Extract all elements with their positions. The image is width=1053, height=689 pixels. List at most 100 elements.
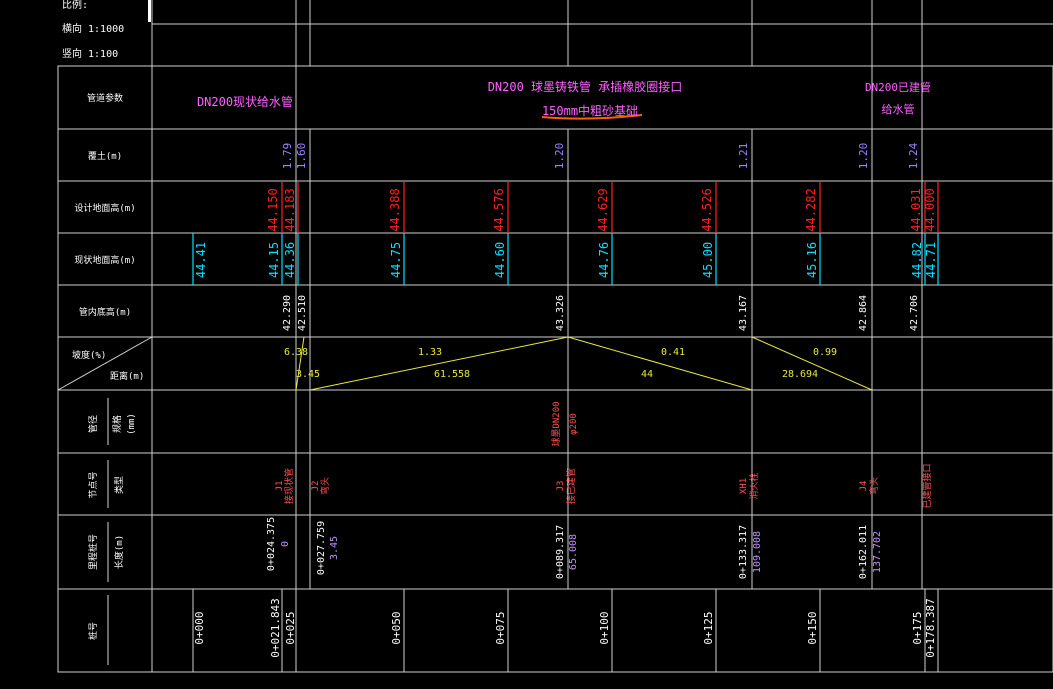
station-length: 109.008 xyxy=(752,531,763,573)
node-id: J3 xyxy=(556,481,566,492)
row-label-pipe-material: 管道参数 xyxy=(87,92,123,104)
station-length: 3.45 xyxy=(329,536,340,560)
node-type: 弯头 xyxy=(319,477,331,495)
segment-right-a: DN200已建管 xyxy=(865,80,931,94)
scale-horizontal: 横向 1:1000 xyxy=(62,22,124,35)
distance-value: 28.694 xyxy=(782,369,818,380)
node-id: XH1 xyxy=(739,478,749,494)
chainage-label: 0+178.387 xyxy=(924,598,937,658)
design-ground-ticks xyxy=(281,181,939,233)
segment-left: DN200现状给水管 xyxy=(197,94,293,109)
invert-value: 43.326 xyxy=(555,295,566,331)
existing-ground-value: 44.15 xyxy=(267,242,281,278)
design-ground-value: 44.526 xyxy=(700,188,714,231)
station-value: 0+027.759 xyxy=(316,521,327,575)
existing-ground-ticks xyxy=(192,233,939,285)
station-value: 0+162.011 xyxy=(858,525,869,579)
design-ground-value: 44.282 xyxy=(804,188,818,231)
chainage-label: 0+150 xyxy=(806,611,819,644)
station-value: 0+089.317 xyxy=(555,525,566,579)
design-ground-value: 44.150 xyxy=(266,188,280,231)
design-ground-value: 44.629 xyxy=(596,188,610,231)
node-type: 接现状管 xyxy=(283,468,295,504)
design-ground-value: 44.388 xyxy=(388,188,402,231)
cover-value: 1.20 xyxy=(553,143,566,170)
existing-ground-value: 44.82 xyxy=(910,242,924,278)
row-label-station-a: 里程桩号 xyxy=(87,534,99,570)
row-label-chainage: 桩号 xyxy=(87,622,99,640)
invert-value: 42.510 xyxy=(297,295,308,331)
node-type: 已建管接口 xyxy=(921,463,933,508)
row-label-pipe-size-c: (mm) xyxy=(127,413,137,435)
cover-value: 1.79 xyxy=(281,143,294,170)
pipe-size-sub: φ200 xyxy=(569,413,579,435)
slope-value: 0.99 xyxy=(813,347,837,358)
row-label-node-b: 类型 xyxy=(113,476,125,494)
slope-value: 1.33 xyxy=(418,347,442,358)
chainage-label: 0+100 xyxy=(598,611,611,644)
cursor-marker xyxy=(148,0,151,22)
bedding-underline xyxy=(541,114,643,120)
segment-right-b: 给水管 xyxy=(882,102,915,116)
row-label-slope: 坡度(%) xyxy=(72,349,106,361)
chainage-label: 0+050 xyxy=(390,611,403,644)
row-label-pipe-invert: 管内底高(m) xyxy=(79,306,131,318)
table-grid xyxy=(57,0,1053,673)
row-label-design-ground: 设计地面高(m) xyxy=(74,202,135,214)
existing-ground-value: 44.60 xyxy=(493,242,507,278)
station-length: 65.008 xyxy=(568,534,579,570)
node-type: 弯头 xyxy=(868,477,880,495)
design-ground-value: 44.000 xyxy=(923,188,937,231)
design-ground-value: 44.031 xyxy=(909,188,923,231)
invert-value: 42.706 xyxy=(909,295,920,331)
row-label-node-a: 节点号 xyxy=(88,471,99,498)
existing-ground-value: 44.76 xyxy=(597,242,611,278)
station-length: 137.702 xyxy=(872,531,883,573)
existing-ground-value: 44.36 xyxy=(283,242,297,278)
node-id: J1 xyxy=(275,481,285,492)
node-type: 消火栓 xyxy=(748,472,760,499)
segment-main: DN200 球墨铸铁管 承插橡胶圈接口 xyxy=(488,79,683,94)
distance-value: 44 xyxy=(641,369,653,380)
row-label-existing-ground: 现状地面高(m) xyxy=(74,254,135,266)
design-ground-value: 44.576 xyxy=(492,188,506,231)
row-label-station-b: 长度(m) xyxy=(113,535,125,569)
cover-value: 1.60 xyxy=(295,143,308,170)
invert-value: 43.167 xyxy=(738,295,749,331)
existing-ground-value: 44.75 xyxy=(389,242,403,278)
distance-value: 61.558 xyxy=(434,369,470,380)
row-label-cover: 覆土(m) xyxy=(88,150,122,162)
scale-block: 比例: 横向 1:1000 竖向 1:100 xyxy=(62,0,151,60)
existing-ground-value: 44.41 xyxy=(194,242,208,278)
invert-value: 42.864 xyxy=(858,295,869,331)
chainage-label: 0+021.843 xyxy=(269,598,282,658)
chainage-label: 0+075 xyxy=(494,611,507,644)
design-ground-value: 44.183 xyxy=(283,188,297,231)
chainage-label: 0+000 xyxy=(193,611,206,644)
chainage-label: 0+175 xyxy=(911,611,924,644)
row-label-pipe-size-a: 管径 xyxy=(87,415,99,433)
row-label-distance: 距离(m) xyxy=(110,370,144,382)
slope-value: 0.41 xyxy=(661,347,685,358)
node-id: J4 xyxy=(859,481,869,492)
scale-title: 比例: xyxy=(62,0,88,11)
cover-value: 1.21 xyxy=(737,143,750,170)
slope-value: 6.38 xyxy=(284,347,308,358)
station-length: 0 xyxy=(280,541,291,547)
node-type: 接已建管 xyxy=(565,468,577,504)
cover-value: 1.20 xyxy=(857,143,870,170)
row-label-pipe-size-b: 规格 xyxy=(111,415,123,433)
chainage-label: 0+125 xyxy=(702,611,715,644)
distance-value: 3.45 xyxy=(296,369,320,380)
slope-lines xyxy=(295,336,873,391)
existing-ground-value: 44.71 xyxy=(924,242,938,278)
existing-ground-value: 45.00 xyxy=(701,242,715,278)
segment-bedding: 150mm中粗砂基础 xyxy=(542,103,638,118)
scale-vertical: 竖向 1:100 xyxy=(62,47,118,60)
invert-value: 42.290 xyxy=(282,295,293,331)
node-id: J2 xyxy=(311,481,321,492)
station-value: 0+133.317 xyxy=(738,525,749,579)
station-value: 0+024.375 xyxy=(266,517,277,571)
pipe-size-mark: 球墨DN200 xyxy=(550,401,562,446)
